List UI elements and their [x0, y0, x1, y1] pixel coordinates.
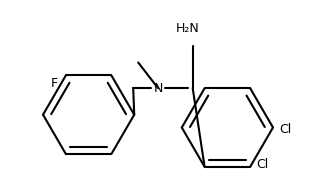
- Text: N: N: [153, 82, 163, 95]
- Text: Cl: Cl: [279, 123, 291, 136]
- Text: F: F: [50, 77, 58, 90]
- Text: H₂N: H₂N: [176, 22, 200, 36]
- Text: Cl: Cl: [256, 158, 268, 171]
